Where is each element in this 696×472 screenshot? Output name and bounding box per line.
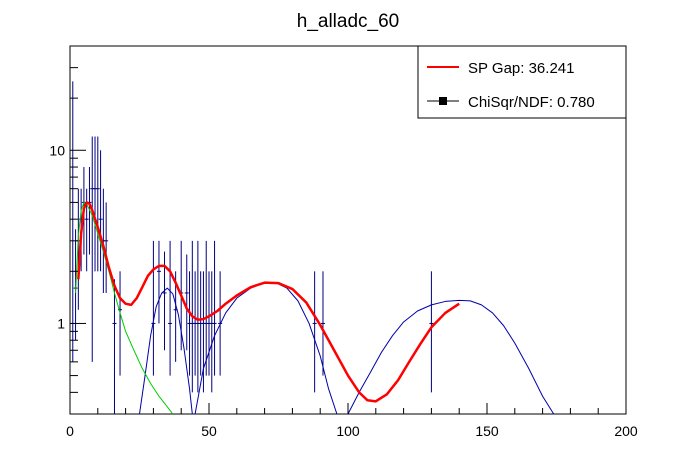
legend-label-sp-gap: SP Gap: 36.241	[468, 60, 574, 77]
pedestal-fit-curve	[75, 201, 174, 414]
component-fit-curve-3	[347, 299, 555, 414]
legend: SP Gap: 36.241 ChiSqr/NDF: 0.780	[417, 45, 627, 119]
total-fit-curve	[77, 201, 460, 403]
component-fit-curve-1	[139, 287, 193, 414]
x-tick-label: 50	[201, 423, 217, 439]
chart-title: h_alladc_60	[297, 11, 399, 32]
y-tick-label: 1	[57, 315, 65, 331]
x-tick-label: 100	[336, 423, 360, 439]
x-tick-label: 200	[614, 423, 638, 439]
legend-label-chisqr: ChiSqr/NDF: 0.780	[468, 94, 595, 111]
y-tick-label: 10	[49, 142, 65, 158]
legend-box	[417, 45, 627, 119]
x-tick-label: 150	[475, 423, 499, 439]
component-fit-curve-2	[194, 282, 338, 414]
x-tick-label: 0	[66, 423, 74, 439]
legend-swatch-chisqr-marker	[439, 97, 447, 105]
